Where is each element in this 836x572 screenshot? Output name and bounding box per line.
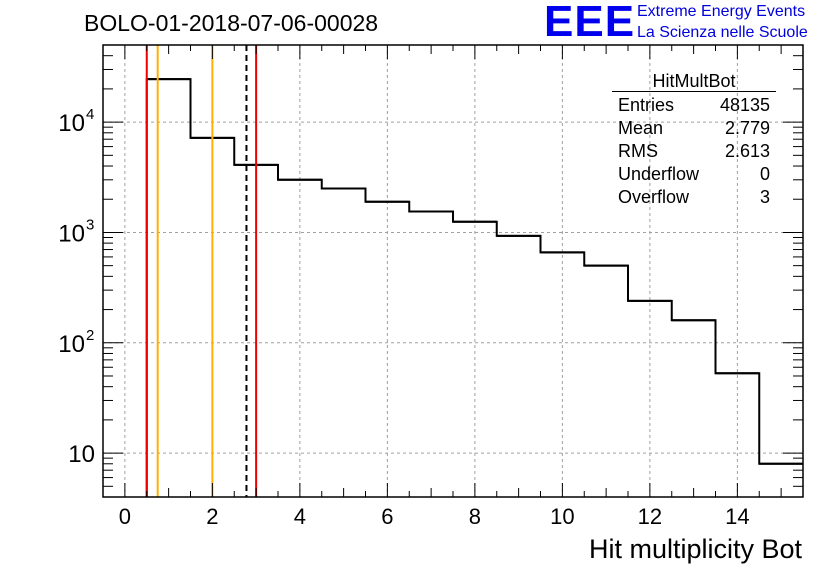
stats-label: Mean <box>618 118 664 138</box>
stats-row-rms: RMS 2.613 <box>612 140 776 163</box>
stats-value: 2.613 <box>724 141 770 161</box>
stats-label: Underflow <box>618 164 700 184</box>
stats-row-entries: Entries 48135 <box>612 94 776 117</box>
x-tick-label: 4 <box>294 504 306 529</box>
x-tick-label: 10 <box>550 504 574 529</box>
stats-box: HitMultBot Entries 48135 Mean 2.779 RMS … <box>612 71 776 209</box>
stats-value: 48135 <box>719 95 770 115</box>
eee-logo-line2: La Scienza nelle Scuole <box>637 24 808 41</box>
y-tick-label-exponent: 2 <box>86 327 94 344</box>
y-tick-label: 10 <box>58 220 85 247</box>
stats-label: Overflow <box>618 187 690 207</box>
x-axis-label: Hit multiplicity Bot <box>588 534 802 564</box>
stats-label: Entries <box>618 95 675 115</box>
x-tick-label: 6 <box>381 504 393 529</box>
stats-row-underflow: Underflow 0 <box>612 163 776 186</box>
y-tick-label-exponent: 3 <box>86 216 94 233</box>
x-tick-label: 12 <box>638 504 662 529</box>
stats-value: 3 <box>759 187 770 207</box>
x-tick-label: 0 <box>119 504 131 529</box>
stats-value: 0 <box>759 164 770 184</box>
y-tick-label: 10 <box>58 110 85 137</box>
x-tick-label: 2 <box>206 504 218 529</box>
x-tick-label: 8 <box>469 504 481 529</box>
eee-logo-line1: Extreme Energy Events <box>637 3 806 20</box>
stats-row-mean: Mean 2.779 <box>612 117 776 140</box>
stats-label: RMS <box>618 141 658 161</box>
stats-title: HitMultBot <box>612 71 776 92</box>
y-tick-label: 10 <box>68 441 95 468</box>
stats-row-overflow: Overflow 3 <box>612 186 776 209</box>
page-title: BOLO-01-2018-07-06-00028 <box>84 10 379 36</box>
eee-logo: EEE <box>544 0 636 46</box>
y-tick-label-exponent: 4 <box>86 106 94 123</box>
y-tick-label: 10 <box>58 331 85 358</box>
x-tick-label: 14 <box>725 504 749 529</box>
stats-value: 2.779 <box>724 118 770 138</box>
